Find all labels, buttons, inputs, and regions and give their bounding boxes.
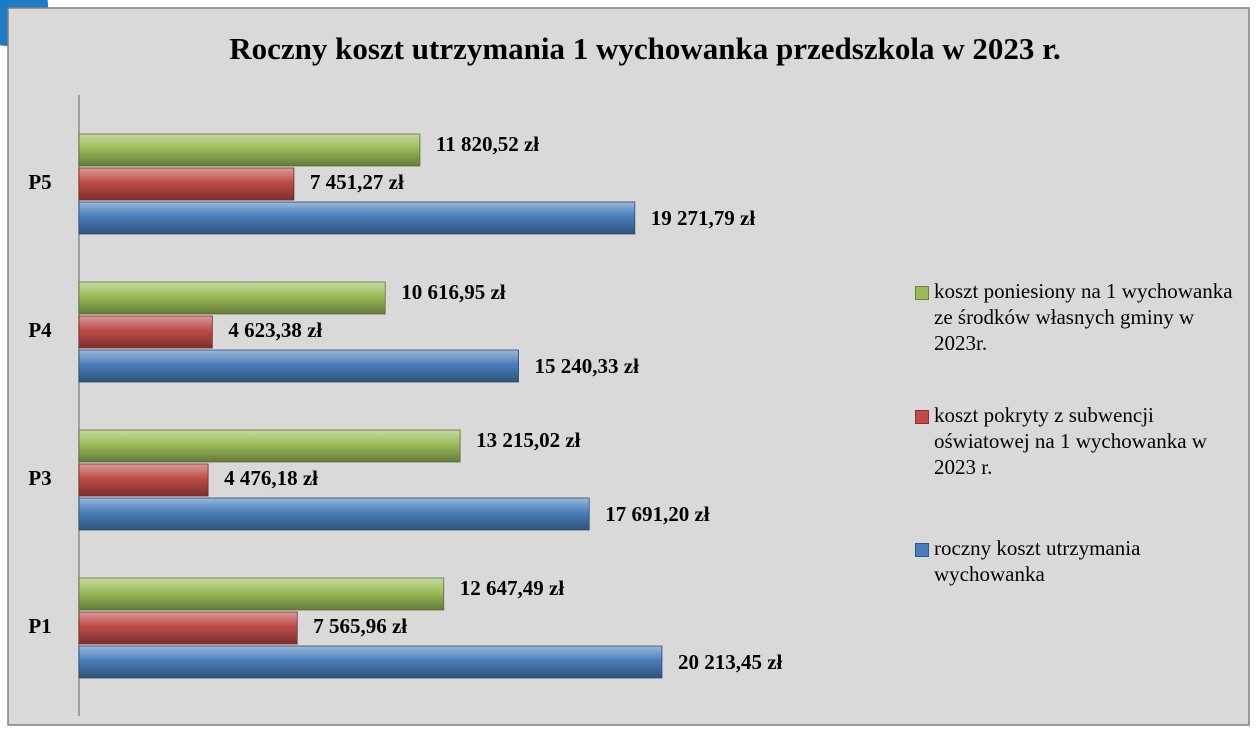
bar xyxy=(78,281,386,315)
y-tick-label: P1 xyxy=(28,614,51,638)
legend-label: roczny koszt utrzymania wychowanka xyxy=(934,536,1141,586)
y-tick-label: P4 xyxy=(28,318,52,342)
legend-item: roczny koszt utrzymania wychowanka xyxy=(915,535,1235,587)
chart-title: Roczny koszt utrzymania 1 wychowanka prz… xyxy=(229,31,1061,66)
data-label: 11 820,52 zł xyxy=(436,132,539,156)
data-label: 4 476,18 zł xyxy=(224,466,318,490)
data-label: 19 271,79 zł xyxy=(651,206,756,230)
data-label: 13 215,02 zł xyxy=(476,428,581,452)
legend-label: koszt pokryty z subwencji oświatowej na … xyxy=(934,403,1207,479)
data-label: 10 616,95 zł xyxy=(401,280,506,304)
y-tick-label: P5 xyxy=(28,170,51,194)
legend-swatch xyxy=(915,410,929,424)
y-tick-label: P3 xyxy=(28,466,51,490)
data-label: 15 240,33 zł xyxy=(535,354,640,378)
bar xyxy=(78,577,445,611)
bar xyxy=(78,315,213,349)
legend-swatch xyxy=(915,286,929,300)
bar xyxy=(78,201,636,235)
data-label: 17 691,20 zł xyxy=(605,502,710,526)
bar xyxy=(78,133,421,167)
bar xyxy=(78,463,209,497)
legend-swatch xyxy=(915,543,929,557)
data-label: 4 623,38 zł xyxy=(228,318,322,342)
legend-item: koszt poniesiony na 1 wychowanka ze środ… xyxy=(915,278,1235,356)
bar xyxy=(78,611,298,645)
bar xyxy=(78,167,295,201)
bar xyxy=(78,349,519,383)
bar xyxy=(78,645,663,679)
legend-label: koszt poniesiony na 1 wychowanka ze środ… xyxy=(934,279,1233,355)
bar xyxy=(78,429,461,463)
data-label: 12 647,49 zł xyxy=(460,576,565,600)
data-label: 7 565,96 zł xyxy=(313,614,407,638)
data-label: 7 451,27 zł xyxy=(310,170,404,194)
bar xyxy=(78,497,590,531)
data-label: 20 213,45 zł xyxy=(678,650,783,674)
legend-item: koszt pokryty z subwencji oświatowej na … xyxy=(915,402,1235,480)
